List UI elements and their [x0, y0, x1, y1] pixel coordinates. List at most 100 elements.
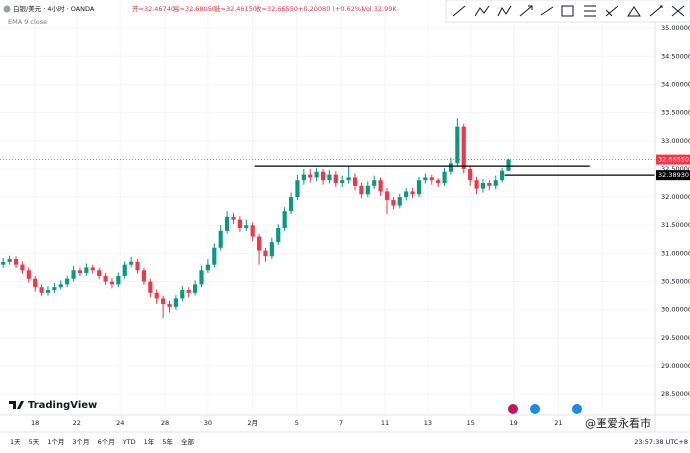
candle-body [26, 270, 31, 279]
event-icon [530, 404, 540, 414]
close: 收=32.66550 [255, 4, 298, 13]
tool-triangle[interactable] [627, 6, 641, 17]
candle-body [468, 168, 473, 181]
tool-ray[interactable] [540, 6, 554, 16]
y-tick-label: 28.50000 [661, 390, 690, 398]
range-button[interactable]: 1年 [144, 437, 155, 446]
candle-body [359, 185, 364, 195]
candle-body [1, 261, 6, 265]
tool-extended[interactable] [649, 5, 663, 17]
candle-body [218, 230, 223, 248]
candle-body [161, 298, 166, 305]
range-bar[interactable]: 1天 5天 1个月 3个月 6个月 YTD 1年 5年 全部 [10, 437, 194, 446]
low: 低=32.46150 [214, 4, 257, 13]
event-icon [572, 404, 582, 414]
open: 开=32.46740 [132, 5, 175, 13]
candle-body [154, 292, 159, 299]
x-tick-label: 28 [161, 419, 169, 427]
candle-body [384, 191, 390, 200]
range-button[interactable]: YTD [122, 438, 136, 446]
range-button[interactable]: 全部 [181, 437, 195, 446]
candle-body [45, 289, 51, 293]
tool-cross[interactable] [671, 5, 685, 17]
tool-arrow[interactable] [519, 5, 533, 17]
clock: 23:57:38 UTC+8 [634, 438, 688, 446]
symbol: 白银/美元 · 4小时 · OANDA [13, 4, 95, 13]
y-tick-label: 30.50000 [661, 278, 690, 286]
candle-body [295, 180, 300, 198]
y-tick-label: 34.00000 [661, 80, 690, 88]
candle-body [346, 177, 351, 181]
tool-trendline[interactable] [452, 5, 466, 17]
tool-polyline[interactable] [497, 5, 512, 17]
candle-body [397, 197, 402, 206]
candle-body [391, 199, 396, 206]
candle-body [71, 270, 76, 279]
candle-body [301, 174, 306, 181]
y-tick-label: 33.00000 [661, 137, 690, 145]
candle-body [365, 185, 370, 195]
price-tag [656, 154, 690, 165]
candle-body [205, 264, 210, 271]
x-tick-label: 11 [381, 419, 389, 427]
candle-body [352, 177, 358, 186]
candle-body [256, 236, 262, 251]
candle-body [461, 126, 466, 169]
candle-body [116, 275, 121, 285]
candle-body [333, 174, 338, 184]
indicator: EMA 9 close [8, 18, 47, 26]
candle-body [442, 171, 447, 184]
range-button[interactable]: 3个月 [72, 438, 89, 446]
candle-body [269, 242, 274, 257]
y-tick-label: 31.00000 [661, 249, 690, 257]
event-icon [508, 404, 518, 414]
range-button[interactable]: 1个月 [47, 438, 64, 446]
high: 高=32.68050 [173, 4, 216, 13]
candle-body [378, 180, 383, 192]
candle-body [58, 284, 63, 288]
candle-body [410, 191, 415, 195]
candle-body [308, 174, 313, 178]
candle-body [129, 261, 134, 265]
range-button[interactable]: 5天 [29, 438, 40, 446]
candle-body [186, 289, 191, 293]
candle-body [276, 228, 281, 243]
candle-body [180, 289, 185, 299]
candle-body [493, 180, 498, 186]
range-button[interactable]: 5年 [162, 437, 173, 446]
candle-body [487, 183, 492, 186]
candle-body [109, 281, 115, 285]
y-tick-label: 29.50000 [661, 334, 690, 342]
range-button[interactable]: 1天 [10, 438, 21, 446]
candle-body [193, 284, 198, 293]
tool-path[interactable] [474, 5, 490, 17]
x-tick-label: 25 [598, 419, 606, 427]
candle-body [90, 267, 95, 271]
candle-body [455, 126, 460, 164]
drawing-toolbar[interactable] [445, 0, 690, 23]
candle-body [135, 261, 140, 271]
volume: Vol 32.99K [362, 5, 397, 13]
y-tick-label: 31.50000 [661, 221, 690, 229]
candle-body [65, 278, 70, 285]
tool-fib[interactable] [584, 5, 596, 17]
x-tick-label: 2月 [247, 419, 258, 427]
y-tick-label: 33.50000 [661, 109, 690, 117]
candle-body [199, 270, 204, 285]
candle-body [506, 159, 511, 171]
y-tick-label: 32.00000 [661, 193, 690, 201]
symbol-icon [3, 5, 11, 13]
x-tick-label: 13 [424, 419, 432, 427]
tool-channel[interactable] [605, 5, 619, 17]
candle-body [103, 275, 108, 282]
y-tick-label: 34.50000 [661, 52, 690, 60]
candle-body [212, 247, 217, 265]
candle-body [244, 225, 249, 229]
range-button[interactable]: 6个月 [98, 438, 115, 446]
tool-rectangle[interactable] [561, 5, 574, 17]
candle-body [148, 281, 153, 293]
plot-area [0, 0, 655, 415]
last-price-label: 32.66550 [658, 156, 689, 164]
candle-body [404, 191, 409, 198]
